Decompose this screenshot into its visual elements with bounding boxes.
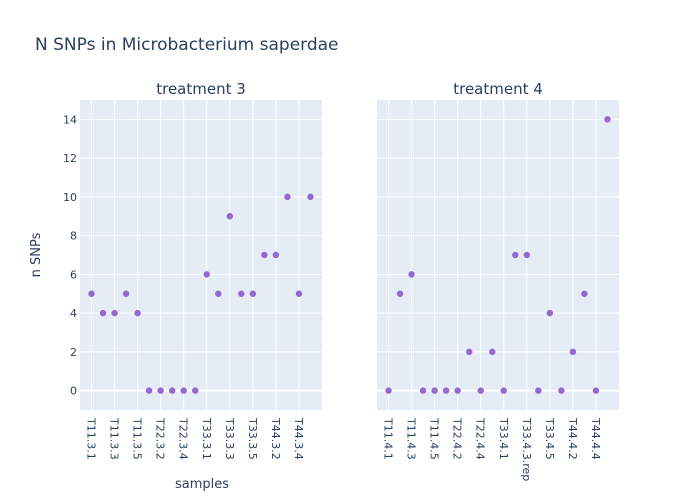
data-point[interactable] bbox=[546, 309, 554, 317]
data-point[interactable] bbox=[192, 387, 199, 394]
data-point[interactable] bbox=[295, 290, 303, 297]
x-tick-label: T22.4.4 bbox=[474, 417, 487, 460]
data-point[interactable] bbox=[454, 387, 461, 394]
x-tick-label: T22.3.4 bbox=[177, 417, 190, 460]
x-tick-label: T33.4.5 bbox=[543, 417, 556, 460]
x-tick-label: T33.4.3.rep bbox=[520, 417, 533, 481]
data-point[interactable] bbox=[581, 290, 588, 297]
data-point[interactable] bbox=[558, 387, 565, 394]
plot-area bbox=[80, 100, 322, 410]
data-point[interactable] bbox=[500, 387, 507, 394]
y-tick-label: 6 bbox=[70, 268, 77, 281]
data-point[interactable] bbox=[122, 290, 130, 297]
data-point[interactable] bbox=[226, 213, 234, 220]
data-point[interactable] bbox=[307, 193, 314, 201]
data-point[interactable] bbox=[88, 290, 95, 297]
data-point[interactable] bbox=[284, 193, 291, 201]
data-point[interactable] bbox=[419, 387, 427, 394]
x-tick-label: T22.4.2 bbox=[451, 417, 464, 460]
data-point[interactable] bbox=[396, 290, 404, 297]
y-tick-label: 10 bbox=[63, 191, 77, 204]
data-point[interactable] bbox=[134, 309, 141, 317]
x-tick-label: T22.3.2 bbox=[154, 417, 167, 460]
y-axis-title: n SNPs bbox=[29, 232, 44, 277]
data-point[interactable] bbox=[157, 387, 164, 394]
x-tick-label: T44.3.4 bbox=[292, 417, 305, 460]
x-tick-label: T44.3.2 bbox=[269, 417, 282, 460]
y-tick-label: 0 bbox=[70, 385, 77, 398]
x-tick-label: T11.3.1 bbox=[85, 417, 98, 460]
data-point[interactable] bbox=[431, 387, 438, 394]
x-tick-label: T33.3.3 bbox=[223, 417, 236, 460]
panel-2: T11.4.1 T11.4.3 T11.4.5 T22.4.2 T22.4.4 T33.4… bbox=[377, 80, 619, 481]
data-point[interactable] bbox=[249, 290, 257, 297]
y-tick-label: 8 bbox=[70, 230, 77, 243]
x-tick-label: T11.4.5 bbox=[428, 417, 441, 460]
data-point[interactable] bbox=[272, 251, 280, 259]
y-tick-label: 12 bbox=[63, 152, 77, 165]
data-point[interactable] bbox=[489, 348, 496, 356]
data-point[interactable] bbox=[111, 309, 118, 317]
panel-title: treatment 3 bbox=[156, 80, 246, 98]
data-point[interactable] bbox=[99, 309, 107, 317]
data-point[interactable] bbox=[477, 387, 484, 394]
data-point[interactable] bbox=[592, 387, 600, 394]
y-tick-label: 2 bbox=[70, 346, 77, 359]
data-point[interactable] bbox=[203, 271, 210, 278]
data-point[interactable] bbox=[408, 271, 415, 278]
x-tick-label: T44.4.4 bbox=[589, 417, 602, 460]
x-tick-label: T11.3.3 bbox=[108, 417, 121, 460]
x-tick-label: T33.3.1 bbox=[200, 417, 213, 460]
x-tick-label: T44.4.2 bbox=[566, 417, 579, 460]
data-point[interactable] bbox=[535, 387, 542, 394]
data-point[interactable] bbox=[261, 251, 268, 259]
data-point[interactable] bbox=[569, 348, 577, 356]
plot-area bbox=[377, 100, 619, 410]
panels: 0 2 4 6 8 10 12 14 T11.3.1 T11.3.3 T11.3.5 T22.3.2 T… bbox=[63, 80, 619, 481]
x-axis-title: samples bbox=[175, 477, 229, 492]
x-tick-label: T11.4.3 bbox=[405, 417, 418, 460]
x-tick-label: T11.4.1 bbox=[382, 417, 395, 460]
data-point[interactable] bbox=[442, 387, 450, 394]
y-tick-label: 14 bbox=[63, 113, 77, 126]
data-point[interactable] bbox=[168, 387, 176, 394]
x-tick-label: T33.3.5 bbox=[246, 417, 259, 460]
panel-1: 0 2 4 6 8 10 12 14 T11.3.1 T11.3.3 T11.3.5 T22.3.2 T… bbox=[63, 80, 322, 460]
data-point[interactable] bbox=[215, 290, 222, 297]
data-point[interactable] bbox=[385, 387, 392, 394]
data-point[interactable] bbox=[465, 348, 473, 356]
data-point[interactable] bbox=[180, 387, 187, 394]
data-point[interactable] bbox=[238, 290, 245, 297]
data-point[interactable] bbox=[523, 251, 531, 259]
x-tick-label: T11.3.5 bbox=[131, 417, 144, 460]
data-point[interactable] bbox=[604, 116, 611, 123]
panel-title: treatment 4 bbox=[453, 80, 543, 98]
y-tick-label: 4 bbox=[70, 307, 77, 320]
data-point[interactable] bbox=[145, 387, 153, 394]
chart-title: N SNPs in Microbacterium saperdae bbox=[35, 35, 339, 55]
data-point[interactable] bbox=[512, 251, 519, 259]
x-tick-label: T33.4.1 bbox=[497, 417, 510, 460]
